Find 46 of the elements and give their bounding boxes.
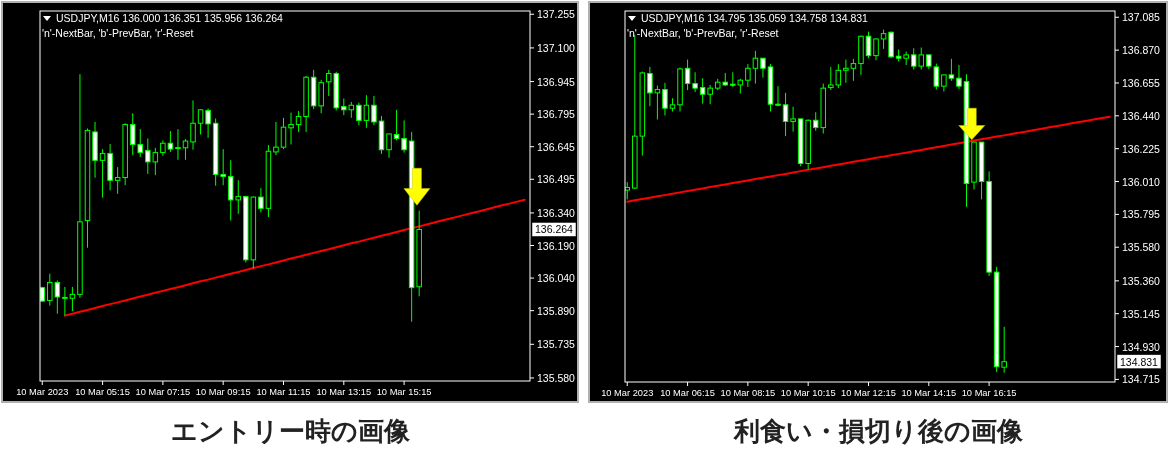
y-tick-label: 136.655 xyxy=(1122,76,1161,89)
y-tick-label: 136.795 xyxy=(537,108,576,121)
y-tick-label: 135.795 xyxy=(1122,208,1161,221)
x-tick-label: 10 Mar 16:15 xyxy=(961,388,1017,398)
y-tick-label: 135.145 xyxy=(1122,307,1161,320)
x-tick-label: 10 Mar 09:15 xyxy=(195,387,251,397)
x-tick-label: 10 Mar 12:15 xyxy=(841,388,896,398)
y-tick-label: 136.225 xyxy=(1122,142,1161,155)
text: エントリー時の画像 xyxy=(170,416,411,446)
text: 利食い・損切り後の画像 xyxy=(732,416,1024,446)
y-tick-label: 136.190 xyxy=(537,239,576,252)
x-tick-label: 10 Mar 2023 xyxy=(16,387,69,397)
y-tick-label: 137.255 xyxy=(537,8,576,21)
x-tick-label: 10 Mar 14:15 xyxy=(901,388,957,398)
y-tick-label: 136.645 xyxy=(537,140,576,153)
y-tick-label: 136.040 xyxy=(537,272,576,285)
y-tick-label: 135.735 xyxy=(537,338,576,351)
y-tick-label: 136.945 xyxy=(537,75,576,88)
x-tick-label: 10 Mar 13:15 xyxy=(316,387,372,397)
y-tick-label: 135.580 xyxy=(1122,241,1161,254)
x-tick-label: 10 Mar 2023 xyxy=(601,388,654,398)
x-tick-label: 10 Mar 07:15 xyxy=(135,387,191,397)
x-tick-label: 10 Mar 10:15 xyxy=(780,388,836,398)
chart-title: USDJPY,M16 136.000 136.351 135.956 136.264 xyxy=(56,12,284,24)
y-tick-label: 134.715 xyxy=(1122,373,1161,386)
text: 'n'-NextBar, 'b'-PrevBar, 'r'-Reset xyxy=(627,27,779,39)
x-tick-label: 10 Mar 06:15 xyxy=(660,388,715,398)
text: 'n'-NextBar, 'b'-PrevBar, 'r'-Reset xyxy=(42,27,194,39)
x-tick-label: 10 Mar 11:15 xyxy=(256,387,311,397)
x-tick-label: 10 Mar 08:15 xyxy=(720,388,776,398)
y-tick-label: 136.870 xyxy=(1122,44,1161,57)
y-tick-label: 137.085 xyxy=(1122,11,1161,24)
y-tick-label: 136.010 xyxy=(1122,175,1161,188)
y-tick-label: 135.890 xyxy=(537,304,576,317)
y-tick-label: 135.360 xyxy=(1122,274,1161,287)
y-tick-label: 136.340 xyxy=(537,206,576,219)
annotation: 134.831 xyxy=(1120,355,1159,368)
y-tick-label: 136.495 xyxy=(537,173,576,186)
annotation: 136.264 xyxy=(535,223,574,236)
chart-title: USDJPY,M16 134.795 135.059 134.758 134.831 xyxy=(641,12,869,24)
y-tick-label: 136.440 xyxy=(1122,109,1161,122)
y-tick-label: 135.580 xyxy=(537,371,576,384)
x-tick-label: 10 Mar 15:15 xyxy=(376,387,432,397)
y-tick-label: 134.930 xyxy=(1122,340,1161,353)
x-tick-label: 10 Mar 05:15 xyxy=(75,387,130,397)
y-tick-label: 137.100 xyxy=(537,41,576,54)
